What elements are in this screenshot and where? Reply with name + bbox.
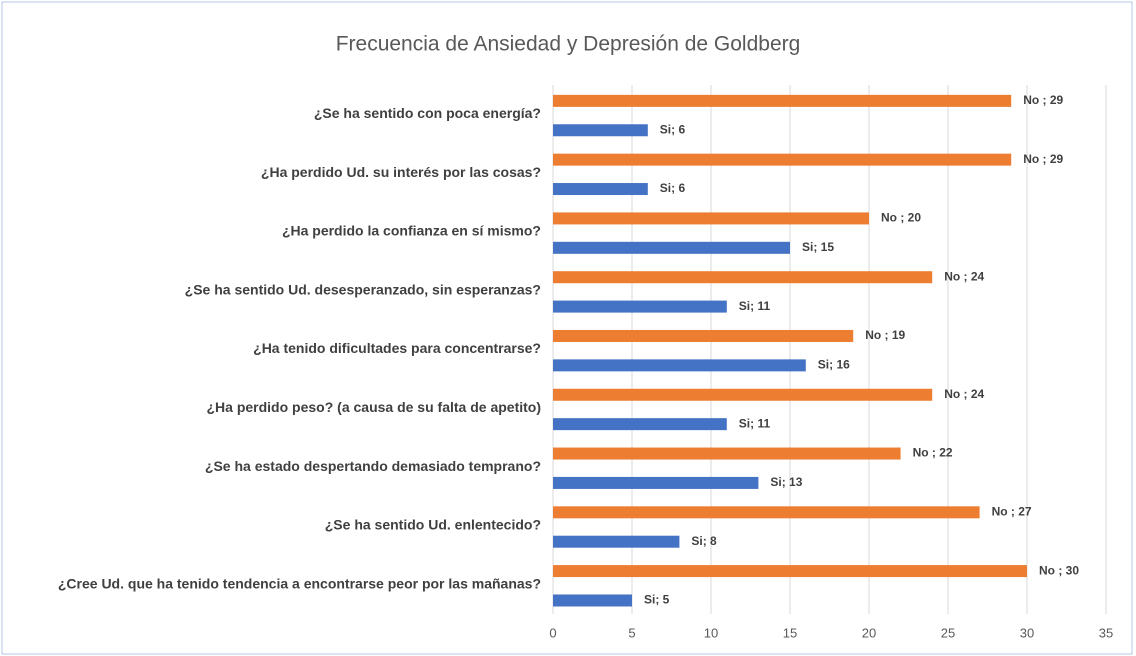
data-label: No ; 19 bbox=[865, 328, 905, 342]
bar bbox=[553, 535, 680, 548]
x-tick-label: 5 bbox=[628, 625, 635, 640]
bar bbox=[553, 94, 1012, 107]
data-label: Si; 13 bbox=[770, 475, 802, 489]
bar bbox=[553, 418, 727, 431]
bar bbox=[553, 506, 980, 519]
data-label: Si; 6 bbox=[660, 181, 686, 195]
x-tick-label: 20 bbox=[862, 625, 876, 640]
x-tick-label: 25 bbox=[941, 625, 955, 640]
y-tick-label: ¿Se ha sentido Ud. enlentecido? bbox=[325, 517, 541, 533]
data-label: No ; 24 bbox=[944, 387, 984, 401]
y-tick-label: ¿Se ha sentido con poca energía? bbox=[314, 105, 541, 121]
bar bbox=[553, 388, 933, 401]
bar bbox=[553, 565, 1027, 578]
x-tick-label: 15 bbox=[783, 625, 797, 640]
x-tick-label: 35 bbox=[1099, 625, 1113, 640]
bar bbox=[553, 300, 727, 313]
data-label: Si; 11 bbox=[739, 299, 771, 313]
data-label: Si; 11 bbox=[739, 416, 771, 430]
chart-title: Frecuencia de Ansiedad y Depresión de Go… bbox=[336, 33, 801, 56]
data-label: No ; 27 bbox=[992, 504, 1032, 518]
bar bbox=[553, 447, 901, 460]
bar bbox=[553, 476, 759, 489]
y-tick-label: ¿Se ha estado despertando demasiado temp… bbox=[205, 458, 541, 474]
data-label: Si; 8 bbox=[691, 534, 717, 548]
bar bbox=[553, 153, 1012, 166]
data-label: No ; 29 bbox=[1023, 152, 1063, 166]
bar bbox=[553, 124, 648, 137]
x-tick-label: 10 bbox=[704, 625, 718, 640]
y-tick-label: ¿Ha tenido dificultades para concentrars… bbox=[253, 340, 541, 356]
bar bbox=[553, 241, 790, 254]
bar bbox=[553, 329, 854, 342]
x-tick-label: 30 bbox=[1020, 625, 1034, 640]
data-label: No ; 20 bbox=[881, 211, 921, 225]
data-label: Si; 5 bbox=[644, 593, 670, 607]
data-label: No ; 22 bbox=[913, 446, 953, 460]
data-label: Si; 6 bbox=[660, 122, 686, 136]
y-tick-label: ¿Se ha sentido Ud. desesperanzado, sin e… bbox=[185, 281, 541, 297]
data-label: Si; 16 bbox=[818, 358, 850, 372]
bar bbox=[553, 212, 869, 225]
bar bbox=[553, 271, 933, 284]
bar bbox=[553, 594, 632, 607]
y-tick-label: ¿Ha perdido Ud. su interés por las cosas… bbox=[261, 164, 541, 180]
bar bbox=[553, 183, 648, 196]
bar bbox=[553, 359, 806, 372]
y-tick-label: ¿Ha perdido la confianza en sí mismo? bbox=[282, 223, 541, 239]
data-label: No ; 29 bbox=[1023, 93, 1063, 107]
data-label: No ; 24 bbox=[944, 269, 984, 283]
x-tick-label: 0 bbox=[549, 625, 556, 640]
data-label: Si; 15 bbox=[802, 240, 834, 254]
y-tick-label: ¿Cree Ud. que ha tenido tendencia a enco… bbox=[58, 575, 541, 591]
data-label: No ; 30 bbox=[1039, 563, 1079, 577]
y-tick-label: ¿Ha perdido peso? (a causa de su falta d… bbox=[206, 399, 541, 415]
